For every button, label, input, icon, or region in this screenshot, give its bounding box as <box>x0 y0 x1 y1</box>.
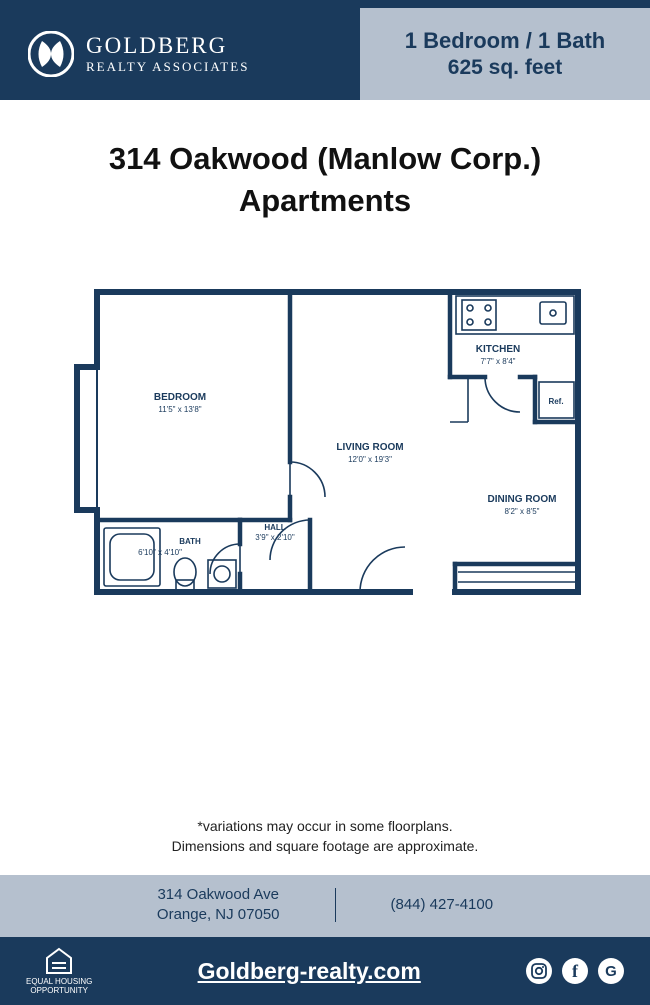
room-bedroom-label: BEDROOM <box>154 392 206 403</box>
disclaimer-line2: Dimensions and square footage are approx… <box>30 837 620 857</box>
brand-tagline: REALTY ASSOCIATES <box>86 59 249 75</box>
top-border <box>0 0 650 8</box>
floorplan-diagram: BEDROOM 11'5" x 13'8" LIVING ROOM 12'0" … <box>60 272 590 612</box>
contact-divider <box>335 888 336 922</box>
room-ref-label: Ref. <box>548 397 563 406</box>
property-title: 314 Oakwood (Manlow Corp.) Apartments <box>30 138 620 222</box>
equal-housing-badge: EQUAL HOUSING OPPORTUNITY <box>26 947 92 996</box>
room-bath-label: BATH <box>179 537 201 546</box>
brand-logo-icon <box>28 31 74 77</box>
header-specs: 1 Bedroom / 1 Bath 625 sq. feet <box>360 8 650 100</box>
room-living-dim: 12'0" x 19'3" <box>348 455 392 464</box>
disclaimer: *variations may occur in some floorplans… <box>0 807 650 874</box>
brand-logo-text: GOLDBERG REALTY ASSOCIATES <box>86 33 249 75</box>
facebook-icon[interactable]: f <box>562 958 588 984</box>
brand-name: GOLDBERG <box>86 33 249 59</box>
room-kitchen-label: KITCHEN <box>476 344 520 355</box>
room-hall-dim: 3'9" x 2'10" <box>255 533 295 542</box>
contact-phone: (844) 427-4100 <box>391 896 494 913</box>
room-dining-label: DINING ROOM <box>488 494 557 505</box>
social-icons: f G <box>526 958 624 984</box>
header-brand: GOLDBERG REALTY ASSOCIATES <box>0 8 360 100</box>
floorplan-container: BEDROOM 11'5" x 13'8" LIVING ROOM 12'0" … <box>0 242 650 808</box>
disclaimer-line1: *variations may occur in some floorplans… <box>30 817 620 837</box>
footer-url[interactable]: Goldberg-realty.com <box>110 958 508 985</box>
equal-housing-icon <box>44 947 74 975</box>
address-line1: 314 Oakwood Ave <box>157 885 280 905</box>
spec-sqft: 625 sq. feet <box>448 56 562 80</box>
room-living-label: LIVING ROOM <box>336 442 403 453</box>
room-kitchen-dim: 7'7" x 8'4" <box>481 357 516 366</box>
room-dining-dim: 8'2" x 8'5" <box>505 507 540 516</box>
address-line2: Orange, NJ 07050 <box>157 905 280 925</box>
google-icon[interactable]: G <box>598 958 624 984</box>
header: GOLDBERG REALTY ASSOCIATES 1 Bedroom / 1… <box>0 8 650 100</box>
room-bedroom-dim: 11'5" x 13'8" <box>158 405 201 414</box>
spec-bed-bath: 1 Bedroom / 1 Bath <box>405 28 605 54</box>
eho-text-2: OPPORTUNITY <box>26 987 92 996</box>
room-bath-dim: 6'10" x 4'10" <box>138 548 182 557</box>
title-area: 314 Oakwood (Manlow Corp.) Apartments <box>0 100 650 242</box>
contact-bar: 314 Oakwood Ave Orange, NJ 07050 (844) 4… <box>0 875 650 938</box>
room-hall-label: HALL <box>264 523 285 532</box>
contact-address: 314 Oakwood Ave Orange, NJ 07050 <box>157 885 280 926</box>
footer: EQUAL HOUSING OPPORTUNITY Goldberg-realt… <box>0 937 650 1005</box>
instagram-icon[interactable] <box>526 958 552 984</box>
